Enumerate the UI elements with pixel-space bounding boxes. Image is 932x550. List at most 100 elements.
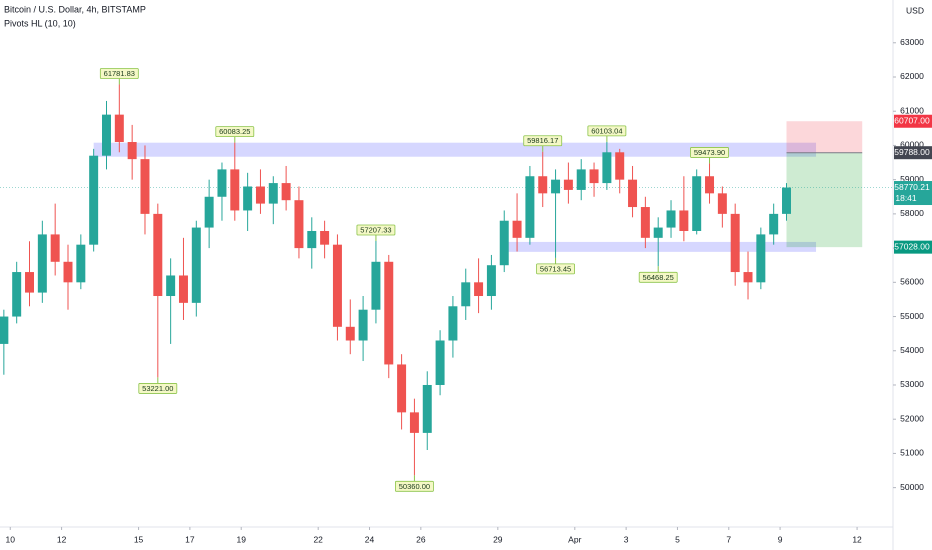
x-tick-label: 24 (365, 534, 375, 544)
x-tick-label: 10 (6, 534, 16, 544)
candle-body (743, 272, 753, 283)
candle-body (217, 169, 227, 197)
price-label: 58770.21 (894, 182, 930, 192)
candle-body (127, 142, 137, 160)
candle-body (448, 306, 458, 341)
candle-body (320, 230, 330, 245)
pivot-label: 60103.04 (591, 126, 622, 135)
y-tick-label: 58000 (900, 208, 924, 218)
candle-body (409, 412, 419, 433)
candle-body (0, 316, 9, 344)
pivot-label: 53221.00 (142, 384, 173, 393)
candle-body (345, 326, 355, 341)
price-label-box (894, 181, 932, 206)
candle-body (769, 213, 779, 235)
pivot-label-box (138, 383, 178, 394)
stop-zone (786, 121, 863, 153)
price-label: 59788.00 (894, 147, 930, 157)
candle-body (666, 210, 676, 228)
y-tick-label: 54000 (900, 345, 924, 355)
candle-body (474, 282, 484, 297)
x-tick-label: 22 (313, 534, 323, 544)
candle-body (89, 155, 99, 245)
candle-body (140, 159, 150, 214)
candle-body (435, 340, 445, 385)
candle-body (486, 265, 496, 297)
pivot-label-box (99, 68, 139, 79)
y-tick-label: 53000 (900, 379, 924, 389)
y-tick-label: 59000 (900, 174, 924, 184)
plot-area: 61781.83 60083.25 53221.00 57207.33 50360.00… (0, 68, 893, 492)
candle-body (512, 220, 522, 238)
pivot-label-box (523, 135, 563, 147)
y-tick-label: 56000 (900, 277, 924, 287)
x-tick-label: Apr (568, 534, 581, 544)
candle-body (178, 275, 188, 303)
pivot-label: 59473.90 (694, 148, 725, 157)
y-tick-label: 50000 (900, 482, 924, 492)
candle-body (538, 176, 548, 194)
pivot-label-box (536, 263, 575, 275)
currency-box (901, 2, 931, 18)
candle-body (63, 261, 73, 283)
price-label-box (894, 240, 932, 254)
pivot-label-box (690, 147, 729, 158)
target-zone (786, 152, 863, 248)
pivot-label-box (587, 125, 627, 137)
candle-body (692, 176, 702, 231)
candle-body (602, 152, 612, 184)
x-tick-label: 15 (134, 534, 144, 544)
candle-body (268, 183, 278, 204)
x-tick-label: 29 (493, 534, 503, 544)
candle-body (12, 272, 22, 317)
candle-body (397, 364, 407, 413)
y-tick-label: 55000 (900, 311, 924, 321)
pivot-label: 56468.25 (643, 273, 674, 282)
candle-body (191, 227, 201, 303)
candle-body (653, 227, 663, 238)
y-tick-label: 52000 (900, 413, 924, 423)
pivot-label: 50360.00 (399, 482, 430, 491)
pivot-label: 56713.45 (540, 264, 571, 273)
pivot-zone (93, 142, 817, 157)
candle-body (255, 186, 265, 204)
y-tick-label: 63000 (900, 37, 924, 47)
pivot-label-box (215, 126, 255, 137)
x-tick-label: 17 (185, 534, 195, 544)
candle-body (50, 234, 60, 262)
x-tick-label: 12 (57, 534, 67, 544)
chart-title: Bitcoin / U.S. Dollar, 4h, BITSTAMP (4, 4, 146, 14)
y-tick-label: 51000 (900, 448, 924, 458)
indicator-title: Pivots HL (10, 10) (4, 18, 76, 28)
candle-body (730, 213, 740, 273)
candle-body (563, 179, 573, 190)
price-label-box (894, 114, 932, 128)
candle-body (371, 261, 381, 310)
x-tick-label: 3 (624, 534, 629, 544)
candle-body (166, 275, 176, 297)
candle-body (782, 187, 791, 214)
candle-body (25, 272, 35, 293)
pivot-label: 57207.33 (360, 225, 391, 234)
x-tick-label: 26 (416, 534, 426, 544)
candle-body (153, 213, 163, 297)
candle-body (640, 207, 650, 238)
candle-body (332, 244, 342, 327)
candle-body (230, 169, 240, 211)
candle-body (551, 179, 561, 194)
price-label-box (894, 146, 932, 160)
price-label-time: 18:41 (895, 193, 917, 203)
x-tick-label: 7 (726, 534, 731, 544)
pivot-label: 61781.83 (104, 69, 135, 78)
candle-body (422, 384, 432, 433)
candle-body (705, 176, 715, 194)
y-tick-label: 62000 (900, 71, 924, 81)
candle-body (76, 244, 86, 283)
pivot-zone (504, 241, 817, 252)
y-tick-label: 60000 (900, 140, 924, 150)
x-tick-label: 5 (675, 534, 680, 544)
currency: USD (906, 5, 924, 15)
price-label: 57028.00 (894, 241, 930, 251)
candle-body (499, 220, 509, 266)
